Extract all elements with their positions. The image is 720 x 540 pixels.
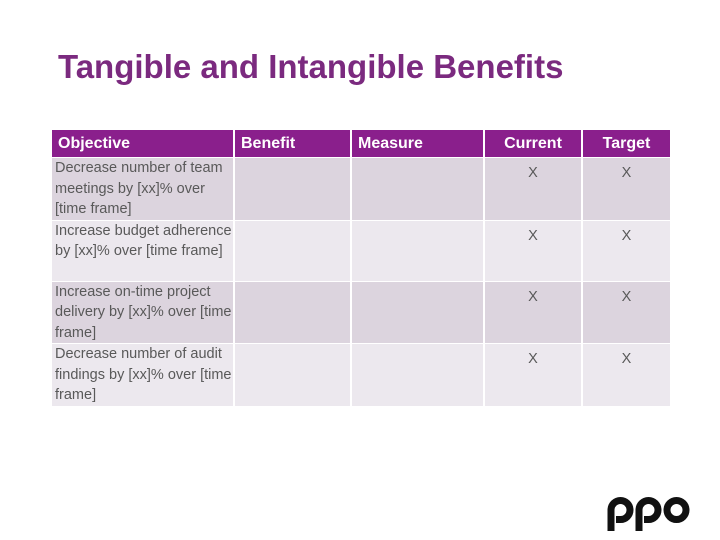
table-header-row: Objective Benefit Measure Current Target [52, 130, 672, 158]
target-cell: X [582, 280, 672, 344]
table-row: Increase budget adherence by [xx]% over … [52, 219, 672, 281]
objective-cell: Decrease number of team meetings by [xx]… [52, 157, 235, 220]
current-cell: X [484, 280, 583, 344]
measure-cell [351, 343, 485, 406]
measure-cell [351, 280, 485, 344]
header-current: Current [484, 130, 583, 158]
benefits-table: Objective Benefit Measure Current Target… [52, 130, 672, 406]
objective-cell: Increase budget adherence by [xx]% over … [52, 219, 235, 281]
benefit-cell [234, 219, 352, 281]
table-row: Decrease number of audit findings by [xx… [52, 343, 672, 406]
header-benefit: Benefit [234, 130, 352, 158]
slide-title: Tangible and Intangible Benefits [58, 48, 564, 85]
target-cell: X [582, 219, 672, 281]
measure-cell [351, 219, 485, 281]
target-cell: X [582, 157, 672, 220]
target-cell: X [582, 343, 672, 406]
header-objective: Objective [52, 130, 235, 158]
current-cell: X [484, 157, 583, 220]
ppo-logo-icon [607, 497, 690, 531]
benefit-cell [234, 157, 352, 220]
measure-cell [351, 157, 485, 220]
benefit-cell [234, 280, 352, 344]
header-measure: Measure [351, 130, 485, 158]
table-row: Increase on-time project delivery by [xx… [52, 280, 672, 344]
objective-cell: Increase on-time project delivery by [xx… [52, 280, 235, 344]
table-row: Decrease number of team meetings by [xx]… [52, 157, 672, 220]
current-cell: X [484, 219, 583, 281]
current-cell: X [484, 343, 583, 406]
header-target: Target [582, 130, 672, 158]
benefit-cell [234, 343, 352, 406]
objective-cell: Decrease number of audit findings by [xx… [52, 343, 235, 406]
